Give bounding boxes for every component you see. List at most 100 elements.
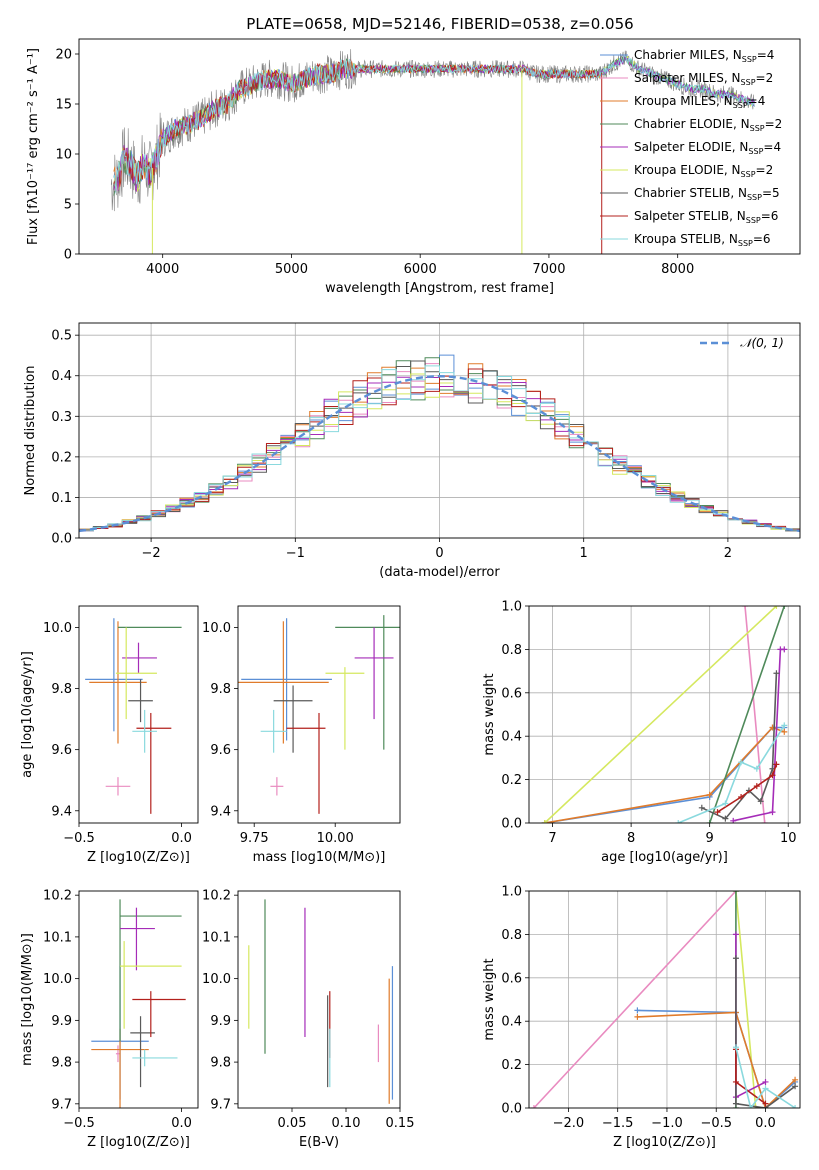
weight-line [701,673,778,820]
y-axis-label: mass [log10(M/M⊙)] [20,933,35,1066]
y-tick-label: 9.6 [210,743,231,758]
y-tick-label: 9.6 [51,743,72,758]
weight-marker [738,793,745,800]
y-tick-label: 0.4 [501,1015,522,1030]
y-tick-label: 0.0 [51,532,72,547]
y-tick-label: 9.9 [210,1014,231,1029]
y-tick-label: 0.8 [501,643,522,658]
weight-marker [634,1007,641,1014]
y-tick-label: 9.4 [51,804,72,819]
weight-marker [722,815,729,822]
x-tick-label: 10.00 [317,831,354,846]
x-tick-label: −2.0 [553,1116,585,1131]
weight-marker [753,765,760,772]
x-tick-label: 0.15 [386,1116,415,1131]
weight-marker [769,809,776,816]
weight-marker [773,606,780,609]
legend-label: Chabrier MILES, NSSP=4 [634,48,774,64]
y-tick-label: 0.1 [51,491,72,506]
x-axis-label: Z [log10(Z/Z⊙)] [87,1135,190,1150]
legend-label: Chabrier ELODIE, NSSP=2 [634,117,782,133]
axes-frame [78,605,199,824]
x-tick-label: −0.5 [63,831,95,846]
weight-marker [738,759,745,766]
x-tick-label: 5000 [275,262,308,277]
mass-vs-Z-panel: −0.5 0.0 9.7 9.8 9.9 10.0 10.1 10.2 Z [log10(Z/Z… [20,889,199,1150]
x-axis-label: age [log10(age/yr)] [601,850,728,865]
y-tick-label: 15 [55,98,72,113]
x-tick-label: 7 [548,831,556,846]
mass-vs-EBV-panel: 0.05 0.10 0.15 9.7 9.8 9.9 10.0 10.1 10.2 E(B-V) [202,889,414,1150]
y-axis-label: mass weight [482,673,497,755]
errorbar-group [85,618,182,814]
x-tick-label: 0.05 [278,1116,307,1131]
axes-frame [528,890,801,1109]
y-tick-label: 9.7 [210,1097,231,1112]
x-tick-label: 4000 [146,262,179,277]
errorbar-group [238,615,400,814]
x-tick-label: 0.0 [171,831,192,846]
y-tick-label: 20 [55,48,72,63]
weight-line [544,726,785,823]
x-axis-label: (data-model)/error [379,565,500,580]
x-tick-label: −1.5 [602,1116,634,1131]
x-tick-label: 0.10 [332,1116,361,1131]
axes-frame [237,890,401,1109]
weight-marker [781,722,788,729]
axes-frame [237,605,401,824]
axes-frame [78,38,801,255]
weight-marker [706,820,713,823]
weight-line [708,606,786,823]
weight-line [717,764,778,813]
weight-marker [753,783,760,790]
weight-marker [762,1078,769,1085]
mass-weight-vs-Z-panel: −2.0 −1.5 −1.0 −0.5 0.0 0.0 0.2 0.4 0.6 0.8 1.0 Z [… [482,885,801,1150]
weight-marker [732,955,739,962]
residual-panel: −2 −1 0 1 2 0.0 0.1 0.2 0.3 0.4 0.5 (data-model)/er… [23,322,801,580]
mass-weight-vs-age-panel: 7 8 9 10 0.0 0.2 0.4 0.6 0.8 1.0 age [log10(age/yr… [482,600,801,865]
weight-marker [747,1105,754,1108]
weight-marker [634,1013,641,1020]
weight-line [735,1047,796,1108]
y-tick-label: 0.5 [51,329,72,344]
y-tick-label: 10.0 [202,621,231,636]
weight-lines [541,606,788,823]
x-tick-label: 8000 [661,262,694,277]
figure-title: PLATE=0658, MJD=52146, FIBERID=0538, z=0… [246,15,633,33]
y-tick-label: 0.8 [501,928,522,943]
weight-marker [781,646,788,653]
y-tick-label: 0 [64,248,72,263]
y-tick-label: 0.0 [501,817,522,832]
legend-label: 𝒩(0, 1) [740,336,784,350]
weight-line [544,606,777,823]
weight-marker [762,1085,769,1092]
spectrum-lines [110,49,756,254]
weight-marker [762,1100,769,1107]
weight-line [735,934,766,1099]
y-axis-label: Normed distribution [23,366,38,496]
weight-line [744,606,766,823]
errorbar-group [248,899,394,1104]
weight-marker [706,791,713,798]
weight-marker [742,606,749,609]
y-tick-label: 10.1 [202,930,231,945]
y-tick-label: 9.8 [210,1056,231,1071]
weight-marker [675,820,682,823]
x-tick-label: 0.0 [171,1116,192,1131]
legend-label: Salpeter STELIB, NSSP=6 [634,209,778,225]
x-tick-label: 1 [580,546,588,561]
legend-label: Chabrier STELIB, NSSP=5 [634,186,780,202]
spectrum-legend: Chabrier MILES, NSSP=4 Salpeter MILES, NS… [600,48,782,248]
weight-marker [541,820,548,823]
legend-label: Kroupa STELIB, NSSP=6 [634,232,771,248]
x-tick-label: 9.75 [240,831,269,846]
legend-label: Salpeter MILES, NSSP=2 [634,71,773,87]
axes-frame [78,322,801,539]
legend-label: Salpeter ELODIE, NSSP=4 [634,140,781,156]
weight-marker [781,728,788,735]
weight-marker [732,1078,739,1085]
x-axis-label: wavelength [Angstrom, rest frame] [325,281,554,296]
weight-marker [792,1083,799,1090]
x-tick-label: 6000 [404,262,437,277]
y-tick-label: 9.9 [51,1014,72,1029]
